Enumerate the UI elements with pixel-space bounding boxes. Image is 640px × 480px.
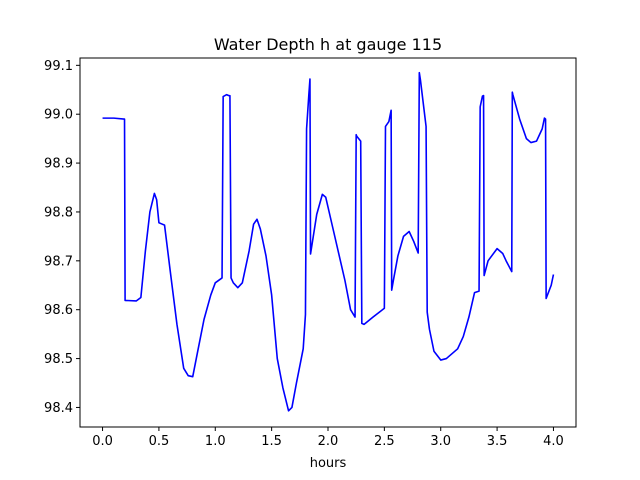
x-tick-label: 3.0 [430,434,451,449]
x-tick-label: 2.0 [318,434,339,449]
x-tick-label: 0.0 [92,434,113,449]
y-tick-label: 98.9 [44,157,73,172]
y-tick-label: 99.0 [44,108,73,123]
chart-title: Water Depth h at gauge 115 [214,35,442,54]
x-tick-label: 1.0 [205,434,226,449]
y-tick-label: 98.7 [44,254,73,269]
x-axis-label: hours [310,456,347,471]
x-tick-label: 1.5 [261,434,282,449]
x-tick-label: 0.5 [149,434,170,449]
y-tick-label: 98.8 [44,205,73,220]
y-tick-label: 98.6 [44,303,73,318]
y-tick-label: 98.4 [44,401,73,416]
x-tick-label: 4.0 [543,434,564,449]
y-tick-label: 99.1 [44,59,73,74]
x-tick-label: 2.5 [374,434,395,449]
x-tick-label: 3.5 [487,434,508,449]
data-line-series-0 [102,71,555,412]
y-tick-label: 98.5 [44,352,73,367]
